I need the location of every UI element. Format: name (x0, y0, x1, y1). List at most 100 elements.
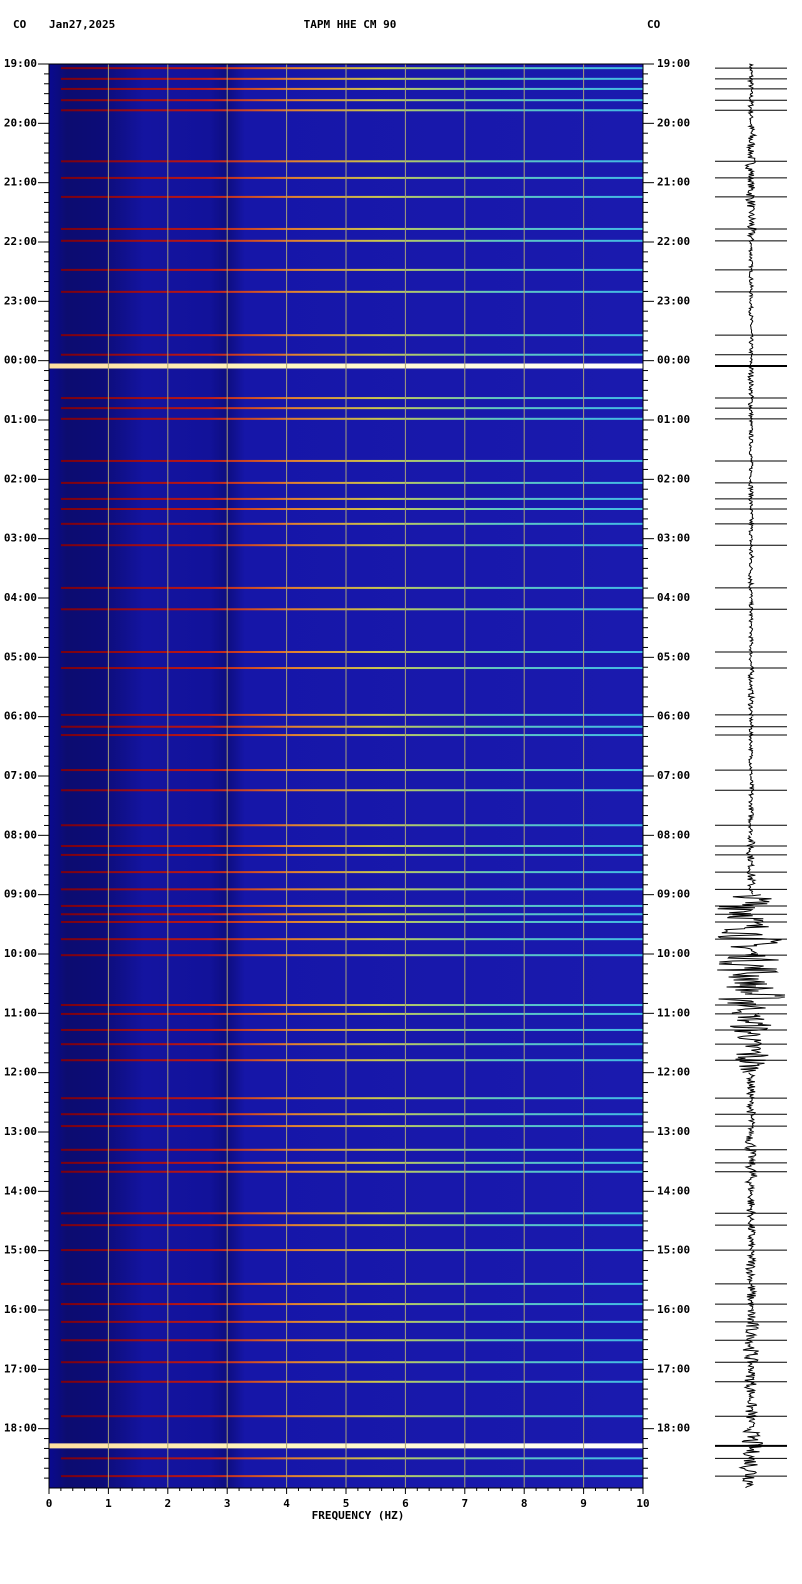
y-tick-label: 23:00 (4, 294, 37, 307)
streak (61, 1212, 643, 1215)
y-tick-label: 04:00 (4, 591, 37, 604)
y-tick-label: 09:00 (4, 888, 37, 901)
seismic-trace (747, 657, 756, 717)
streak (61, 1113, 643, 1116)
streak (61, 497, 643, 500)
y-tick-label: 11:00 (4, 1006, 37, 1019)
y-tick-label-right: 11:00 (657, 1006, 690, 1019)
y-tick-label: 03:00 (4, 532, 37, 545)
streak (61, 871, 643, 874)
seismic-trace (730, 1012, 772, 1073)
streak (61, 1161, 643, 1164)
streak (61, 667, 643, 670)
y-tick-label-right: 00:00 (657, 354, 690, 367)
streak (61, 1320, 643, 1323)
streak (61, 417, 643, 420)
y-tick-label: 07:00 (4, 769, 37, 782)
y-tick-label-right: 17:00 (657, 1362, 690, 1375)
seismic-trace (745, 835, 757, 895)
streak (61, 1475, 643, 1478)
seismic-trace (744, 122, 758, 183)
y-tick-label: 08:00 (4, 828, 37, 841)
streak (61, 1303, 643, 1306)
streak (61, 954, 643, 957)
x-tick-label: 7 (461, 1497, 468, 1510)
y-tick-label-right: 09:00 (657, 888, 690, 901)
streak (61, 888, 643, 891)
y-tick-label-right: 21:00 (657, 176, 690, 189)
streak (61, 769, 643, 772)
streak (61, 99, 643, 102)
streak (61, 77, 643, 80)
y-tick-label: 18:00 (4, 1422, 37, 1435)
seismic-trace (747, 716, 755, 776)
y-tick-label: 02:00 (4, 472, 37, 485)
streak (61, 1028, 643, 1031)
streak (61, 938, 643, 941)
seismic-trace (747, 241, 755, 302)
y-tick-label-right: 18:00 (657, 1422, 690, 1435)
streak (61, 845, 643, 848)
y-tick-label: 12:00 (4, 1066, 37, 1079)
streak (61, 1125, 643, 1128)
streak (61, 67, 643, 70)
streak (61, 1097, 643, 1100)
streak (61, 1004, 643, 1007)
y-tick-label-right: 03:00 (657, 532, 690, 545)
streak (61, 109, 643, 112)
streak (61, 1012, 643, 1015)
streak (61, 160, 643, 163)
x-tick-label: 2 (164, 1497, 171, 1510)
y-tick-label: 16:00 (4, 1303, 37, 1316)
streak (61, 1043, 643, 1046)
y-tick-label: 01:00 (4, 413, 37, 426)
y-tick-label-right: 07:00 (657, 769, 690, 782)
streak (61, 920, 643, 923)
x-tick-label: 9 (580, 1497, 587, 1510)
streak (61, 353, 643, 356)
streak (61, 1415, 643, 1418)
x-tick-label: 1 (105, 1497, 112, 1510)
streak (61, 1059, 643, 1062)
streak (61, 195, 643, 198)
streak (61, 407, 643, 410)
y-tick-label: 21:00 (4, 176, 37, 189)
streak (61, 1282, 643, 1285)
network: CO (13, 18, 27, 31)
streak (61, 176, 643, 179)
streak (61, 522, 643, 525)
y-tick-label: 06:00 (4, 710, 37, 723)
streak (61, 334, 643, 337)
streak (61, 1148, 643, 1151)
streak (61, 481, 643, 484)
y-tick-label-right: 12:00 (657, 1066, 690, 1079)
seismic-trace (748, 301, 755, 361)
streak (61, 239, 643, 242)
y-tick-label-right: 16:00 (657, 1303, 690, 1316)
streak (61, 397, 643, 400)
y-tick-label-right: 05:00 (657, 650, 690, 663)
seismic-trace (746, 63, 755, 124)
x-tick-label: 0 (46, 1497, 53, 1510)
seismic-trace (748, 419, 754, 480)
streak (61, 904, 643, 907)
streak (61, 1170, 643, 1173)
streak (61, 725, 643, 728)
y-tick-label-right: 20:00 (657, 116, 690, 129)
streak (61, 1457, 643, 1460)
y-tick-label: 19:00 (4, 57, 37, 70)
streak (61, 1224, 643, 1227)
y-tick-label-right: 22:00 (657, 235, 690, 248)
seismic-trace (747, 360, 755, 420)
streak (61, 650, 643, 653)
seismic-trace (747, 597, 755, 658)
streak (61, 459, 643, 462)
x-tick-label: 8 (521, 1497, 528, 1510)
streak (61, 853, 643, 856)
network-right: CO (647, 18, 661, 31)
streak (61, 734, 643, 737)
y-tick-label-right: 04:00 (657, 591, 690, 604)
x-axis-label: FREQUENCY (HZ) (312, 1509, 405, 1522)
x-tick-label: 10 (636, 1497, 649, 1510)
